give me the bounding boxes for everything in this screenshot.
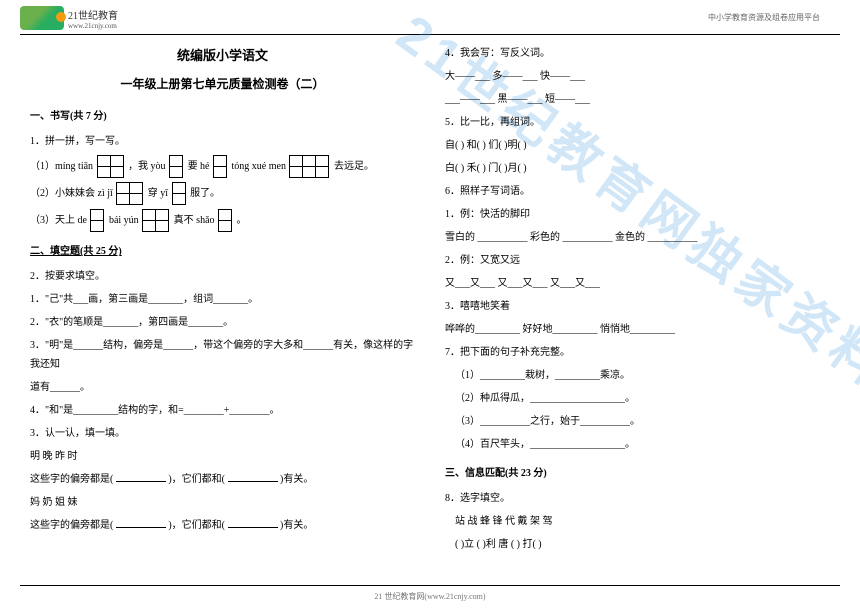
q3-d3: )有关。 (280, 520, 313, 531)
char-grid (290, 155, 329, 178)
doc-subtitle: 一年级上册第七单元质量检测卷（二） (30, 73, 415, 96)
section-2-heading: 二、填空题(共 25 分) (30, 242, 415, 261)
q3-b: 这些字的偏旁都是( )，它们都和( )有关。 (30, 470, 415, 489)
q4-b: ___——___ 黑——___ 短——___ (445, 90, 830, 109)
char-grid (143, 209, 169, 232)
q7-3: （3）__________之行，始于__________。 (445, 412, 830, 431)
char-grid (91, 209, 104, 232)
q6-3a: 哗哗的_________ 好好地_________ 悄悄地_________ (445, 320, 830, 339)
blank (116, 516, 166, 528)
q6-stem: 6．照样子写词语。 (445, 182, 830, 201)
q4-stem: 4．我会写：写反义词。 (445, 44, 830, 63)
q2-3a: 3．"明"是______结构，偏旁是______，带这个偏旁的字大多和_____… (30, 336, 415, 374)
q6-2a: 又___又___ 又___又___ 又___又___ (445, 274, 830, 293)
right-column: 4．我会写：写反义词。 大——___ 多——___ 快——___ ___——__… (445, 44, 830, 578)
page-content: 统编版小学语文 一年级上册第七单元质量检测卷（二） 一、书写(共 7 分) 1．… (30, 44, 830, 578)
bottom-divider (20, 585, 840, 586)
logo-text-block: 21世纪教育 www.21cnjy.com (68, 7, 118, 30)
q1-line2: （2）小妹妹会 zì jǐ 穿 yī 服了。 (30, 182, 415, 205)
q7-2: （2）种瓜得瓜，___________________。 (445, 389, 830, 408)
q3-b3: )有关。 (280, 474, 313, 485)
q1-1d: tóng xué men (232, 161, 286, 172)
q5-stem: 5．比一比，再组词。 (445, 113, 830, 132)
q3-stem: 3．认一认，填一填。 (30, 424, 415, 443)
section-1-heading: 一、书写(共 7 分) (30, 107, 415, 126)
q5-b: 白( ) 禾( ) 门( )月( ) (445, 159, 830, 178)
brand-url: www.21cnjy.com (68, 22, 118, 30)
q2-4: 4．"和"是_________结构的字，和=________+________。 (30, 401, 415, 420)
q6-1: 1．例：快活的脚印 (445, 205, 830, 224)
q8-b: ( )立 ( )利 唐 ( ) 打( ) (445, 535, 830, 554)
q2-1: 1．"己"共___画，第三画是_______，组词_______。 (30, 290, 415, 309)
section-3-heading: 三、信息匹配(共 23 分) (445, 464, 830, 483)
q1-1c: 要 hé (188, 161, 210, 172)
header-logo-block: 21世纪教育 www.21cnjy.com (20, 6, 118, 30)
platform-label: 中小学教育资源及组卷应用平台 (708, 12, 820, 23)
q1-3b: bái yún (109, 215, 139, 226)
q3-d2: )，它们都和( (168, 520, 225, 531)
char-grid (98, 155, 124, 178)
q4-a: 大——___ 多——___ 快——___ (445, 67, 830, 86)
blank (116, 470, 166, 482)
q2-3b: 道有______。 (30, 378, 415, 397)
q8-a: 站 战 蜂 锋 代 戴 架 驾 (445, 512, 830, 531)
q1-1b: ，我 yòu (128, 161, 166, 172)
char-grid (214, 155, 227, 178)
q2-2: 2．"衣"的笔顺是_______，第四画是_______。 (30, 313, 415, 332)
q3-d: 这些字的偏旁都是( )，它们都和( )有关。 (30, 516, 415, 535)
doc-title: 统编版小学语文 (30, 44, 415, 69)
q1-line1: （1）míng tiān ，我 yòu 要 hé tóng xué men 去远… (30, 155, 415, 178)
q1-3d: 。 (237, 215, 247, 226)
q3-d1: 这些字的偏旁都是( (30, 520, 113, 531)
q1-2a: （2）小妹妹会 zì jǐ (30, 188, 113, 199)
q3-c: 妈 奶 姐 妹 (30, 493, 415, 512)
q1-line3: （3）天上 de bái yún 真不 shǎo 。 (30, 209, 415, 232)
left-column: 统编版小学语文 一年级上册第七单元质量检测卷（二） 一、书写(共 7 分) 1．… (30, 44, 415, 578)
q8-stem: 8．选字填空。 (445, 489, 830, 508)
logo-icon (20, 6, 64, 30)
q1-2c: 服了。 (190, 188, 220, 199)
q1-3c: 真不 shǎo (174, 215, 215, 226)
q7-stem: 7．把下面的句子补充完整。 (445, 343, 830, 362)
q1-1e: 去远足。 (334, 161, 374, 172)
char-grid (173, 182, 186, 205)
q1-3a: （3）天上 de (30, 215, 87, 226)
q1-stem: 1．拼一拼，写一写。 (30, 132, 415, 151)
q2-stem: 2．按要求填空。 (30, 267, 415, 286)
q3-b1: 这些字的偏旁都是( (30, 474, 113, 485)
char-grid (170, 155, 183, 178)
blank (228, 516, 278, 528)
q6-2: 2．例：又宽又远 (445, 251, 830, 270)
q6-1a: 雪白的 __________ 彩色的 __________ 金色的 ______… (445, 228, 830, 247)
q3-a: 明 晚 昨 时 (30, 447, 415, 466)
char-grid (117, 182, 143, 205)
brand-name: 21世纪教育 (68, 7, 118, 22)
char-grid (219, 209, 232, 232)
q3-b2: )，它们都和( (168, 474, 225, 485)
q7-1: （1）_________栽树，_________乘凉。 (445, 366, 830, 385)
q1-2b: 穿 yī (148, 188, 168, 199)
blank (228, 470, 278, 482)
footer-text: 21 世纪教育网(www.21cnjy.com) (0, 591, 860, 602)
q1-1a: （1）míng tiān (30, 161, 93, 172)
q6-3: 3．嘻嘻地笑着 (445, 297, 830, 316)
top-divider (20, 34, 840, 35)
q7-4: （4）百尺竿头，___________________。 (445, 435, 830, 454)
q5-a: 自( ) 和( ) 们( )明( ) (445, 136, 830, 155)
